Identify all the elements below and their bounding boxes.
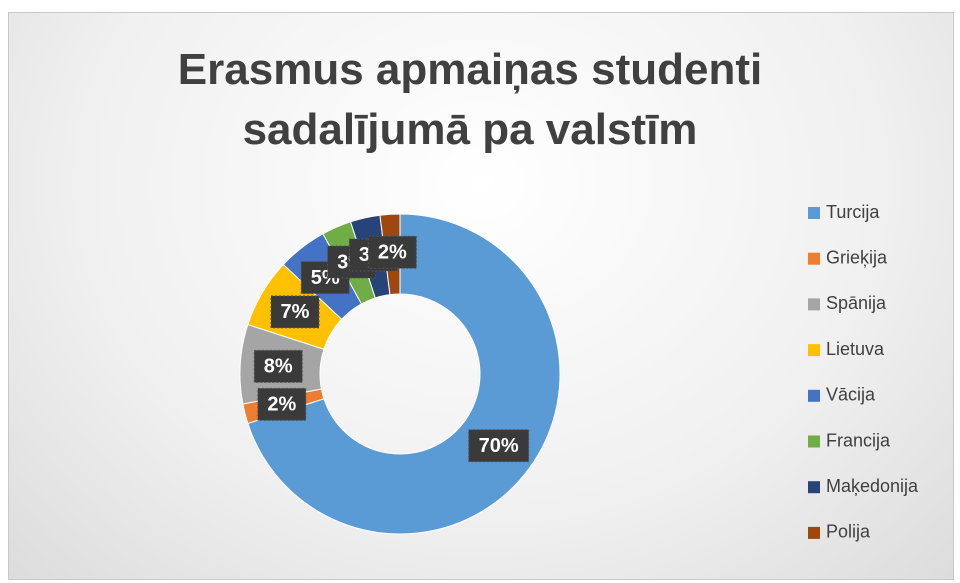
legend-swatch <box>808 252 820 265</box>
data-label-box <box>367 235 417 269</box>
data-label-box <box>257 387 307 421</box>
data-label: 8% <box>264 356 293 378</box>
legend-swatch <box>808 435 820 448</box>
legend-swatch <box>808 526 820 539</box>
data-label: 70% <box>479 435 519 457</box>
legend-label: Maķedonija <box>826 476 919 496</box>
data-label: 7% <box>281 301 310 323</box>
legend-label: Vācija <box>826 385 876 405</box>
data-label-box <box>253 349 303 383</box>
legend-label: Francija <box>826 430 891 450</box>
legend-label: Polija <box>826 522 871 542</box>
legend-swatch <box>808 344 820 357</box>
data-label: 2% <box>267 394 296 416</box>
legend-label: Grieķija <box>826 247 888 267</box>
legend-label: Turcija <box>826 202 880 222</box>
legend-swatch <box>808 481 820 494</box>
legend-label: Lietuva <box>826 339 885 359</box>
data-label: 2% <box>378 242 407 264</box>
data-label-box <box>468 429 530 463</box>
legend-swatch <box>808 298 820 311</box>
legend-swatch <box>808 207 820 219</box>
chart-title: Erasmus apmaiņas studenti sadalījumā pa … <box>177 45 763 154</box>
data-label-box <box>270 295 320 329</box>
legend-swatch <box>808 389 820 402</box>
legend-label: Spānija <box>826 293 887 313</box>
